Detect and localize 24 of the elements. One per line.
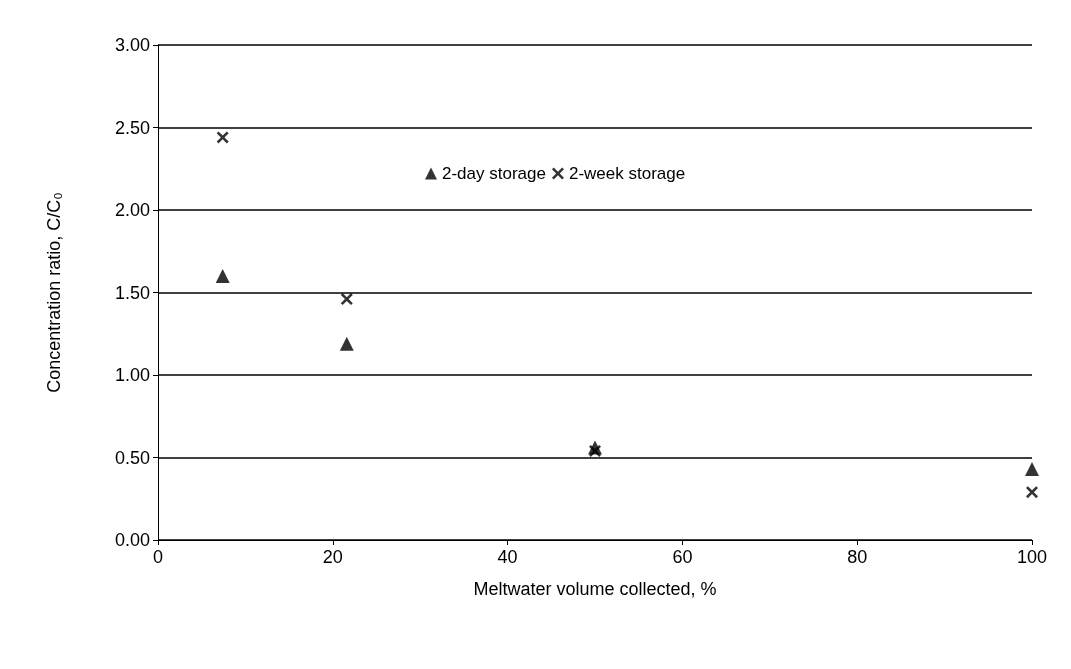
legend-label: 2-day storage: [442, 164, 546, 183]
point: [1025, 462, 1039, 477]
x-tick-label: 20: [322, 547, 343, 567]
y-tick-label: 0.00: [114, 530, 150, 550]
y-tick-label: 2.50: [114, 117, 150, 138]
x-tick-label: 0: [152, 547, 164, 567]
x-tick-label: 60: [672, 547, 693, 567]
x-axis-title: Meltwater volume collected, %: [473, 579, 717, 599]
y-axis-title: Concentration ratio, C/C₀: [44, 192, 64, 393]
point: [340, 293, 353, 306]
y-tick-label: 1.00: [114, 365, 150, 385]
point: [589, 444, 601, 457]
y-tick-label: 1.50: [114, 282, 150, 303]
point: [215, 269, 230, 283]
point: [1026, 486, 1038, 499]
x-tick-label: 80: [847, 547, 868, 567]
y-tick-label: 3.00: [114, 35, 150, 55]
y-tick-label: 0.50: [114, 447, 150, 468]
point: [216, 131, 229, 144]
y-tick-label: 2.00: [114, 200, 150, 220]
x-tick-label: 100: [1016, 547, 1048, 567]
point: [339, 336, 354, 351]
x-tick-label: 40: [497, 547, 518, 567]
legend-label: 2-week storage: [568, 164, 686, 183]
